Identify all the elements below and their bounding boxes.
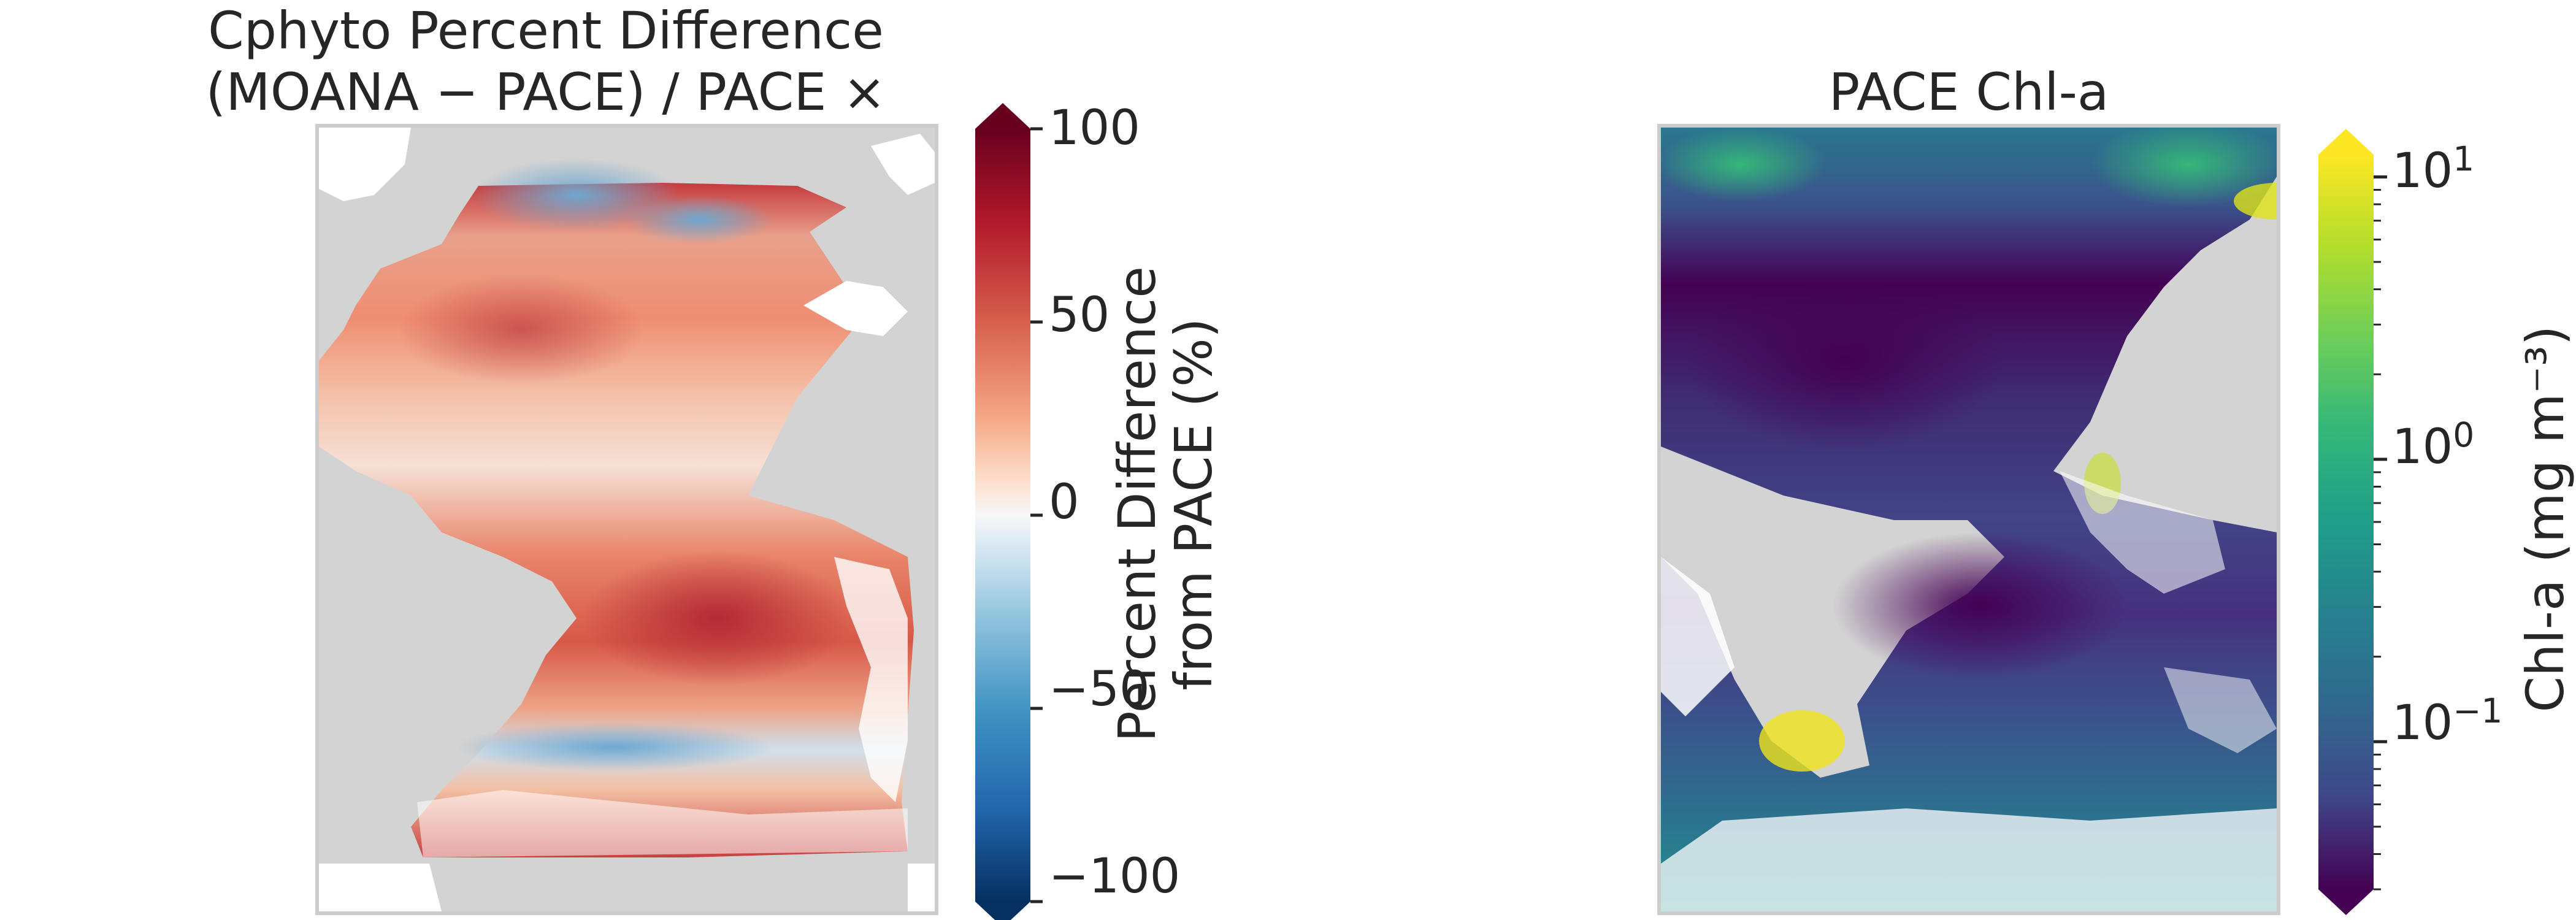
left-colorbar-top-extend — [975, 103, 1030, 129]
right-tick-exp: −1 — [2453, 691, 2503, 730]
right-tick-label: 101 — [2392, 142, 2474, 196]
right-tick-base: 10 — [2392, 696, 2453, 751]
left-colorbar-label: Percent Difference from PACE (%) — [1107, 197, 1224, 811]
chla-map — [1657, 124, 2280, 915]
percent-difference-map — [315, 124, 938, 915]
left-tick-label: 50 — [1049, 288, 1110, 343]
left-title-line1: Cphyto Percent Difference — [208, 1, 884, 61]
right-colorbar-graphic — [2318, 129, 2387, 915]
right-colorbar-bottom-extend — [2318, 889, 2374, 915]
left-tick-label: −100 — [1049, 849, 1181, 904]
left-chart-title: Cphyto Percent Difference (MOANA − PACE)… — [184, 0, 908, 184]
chla-map-graphic — [1661, 128, 2277, 911]
percent-difference-map-graphic — [319, 128, 935, 911]
right-tick-exp: 0 — [2453, 415, 2475, 454]
left-colorbar-label-line2: from PACE (%) — [1163, 318, 1224, 691]
right-colorbar-label: Chl-a (mg m⁻³) — [2515, 325, 2575, 713]
left-colorbar-graphic — [975, 103, 1043, 920]
right-colorbar: 101 100 10−1 — [2318, 123, 2502, 920]
left-colorbar-bottom-extend — [975, 902, 1030, 920]
right-tick-label: 100 — [2392, 418, 2474, 472]
right-tick-base: 10 — [2392, 144, 2453, 199]
left-tick-label: 100 — [1049, 101, 1140, 156]
right-tick-base: 10 — [2392, 420, 2453, 475]
left-tick-label: −50 — [1049, 662, 1150, 717]
left-tick-label: 0 — [1049, 475, 1079, 530]
left-colorbar: 100 50 0 −50 −100 — [975, 103, 1180, 920]
right-tick-exp: 1 — [2453, 139, 2475, 178]
right-colorbar-top-extend — [2318, 129, 2374, 155]
right-chart-title: PACE Chl-a — [1828, 62, 2109, 122]
left-title-line2: (MOANA − PACE) / PACE × 100 — [205, 62, 886, 183]
right-tick-label: 10−1 — [2392, 694, 2502, 748]
left-colorbar-label-line1: Percent Difference — [1107, 266, 1167, 742]
